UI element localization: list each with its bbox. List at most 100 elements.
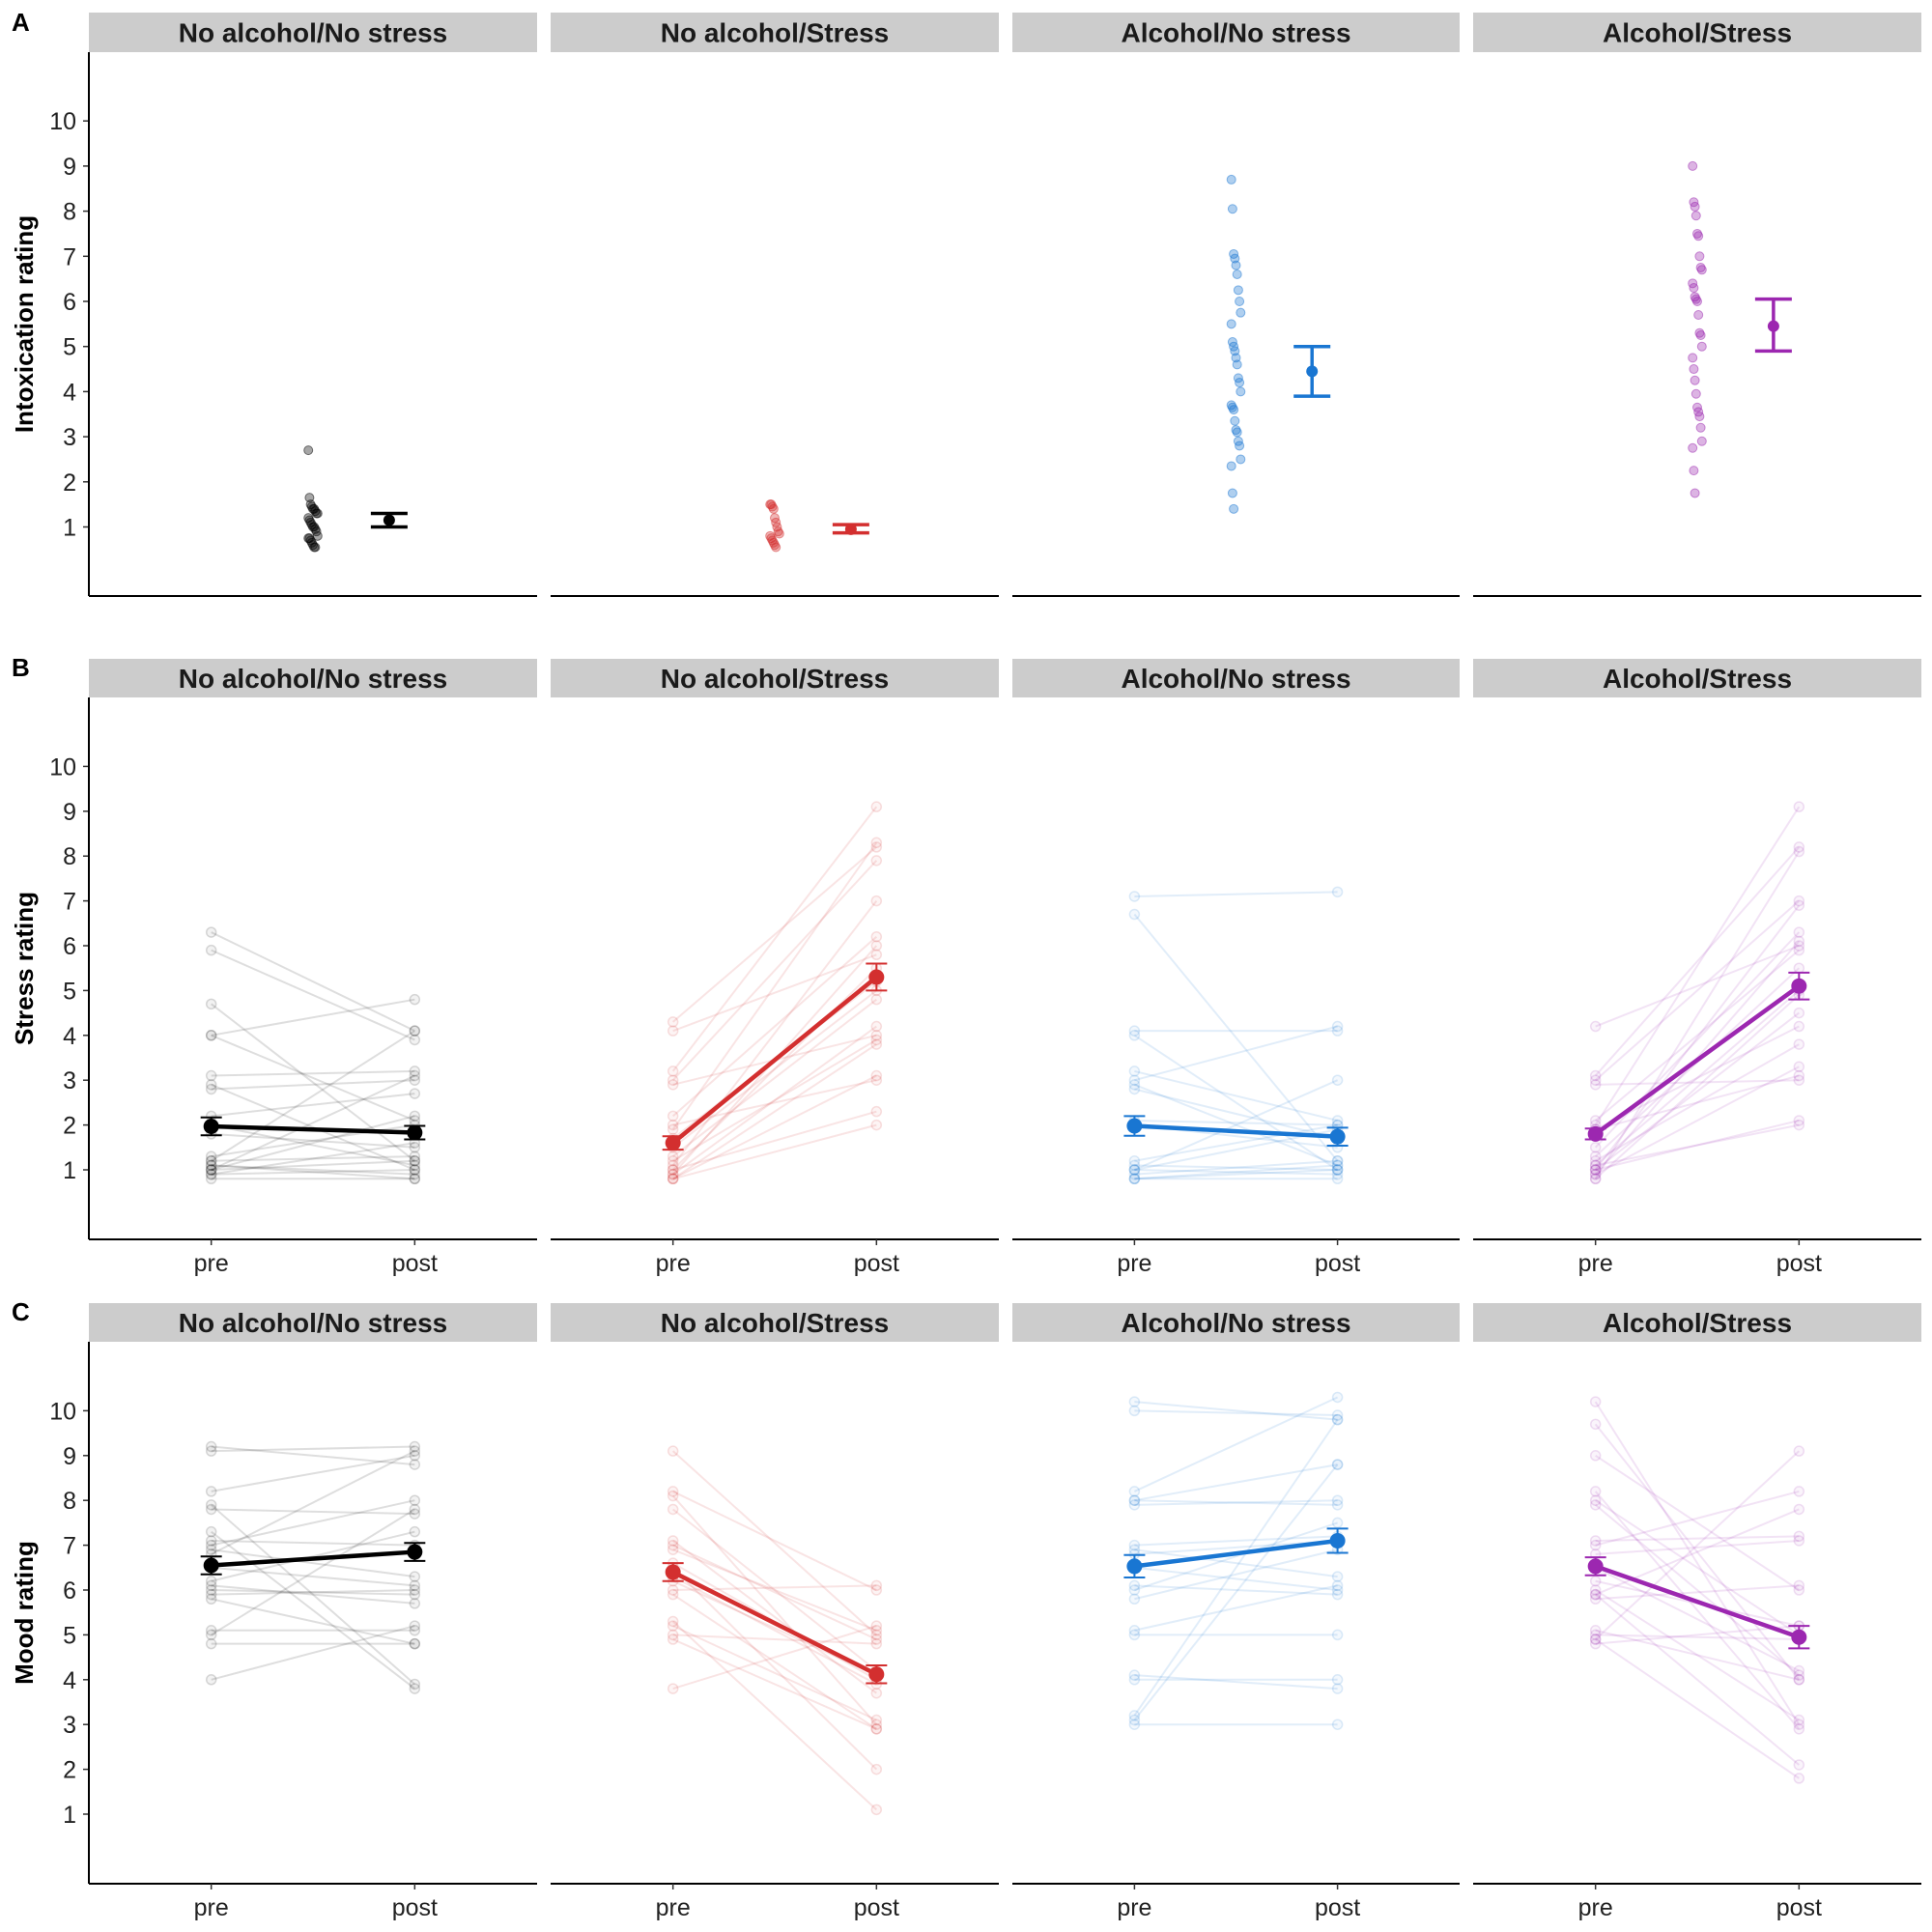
facet-title: Alcohol/Stress: [1603, 1308, 1792, 1338]
data-point: [1696, 436, 1707, 446]
y-tick-label: 2: [63, 1757, 76, 1784]
subject-point: [1793, 926, 1805, 938]
mean-point: [1791, 978, 1807, 994]
subject-point: [1793, 1486, 1805, 1497]
subject-line: [1594, 806, 1801, 1126]
subject-point: [667, 1123, 679, 1135]
y-tick-label: 1: [63, 1157, 76, 1184]
x-tick-label: pre: [194, 1894, 229, 1921]
subject-point: [409, 1598, 421, 1609]
y-axis-title: Mood rating: [10, 1541, 39, 1685]
subject-line: [1134, 1521, 1338, 1591]
subject-point: [205, 1445, 217, 1457]
subject-point: [1793, 1115, 1805, 1126]
subject-line: [1595, 1625, 1800, 1645]
subject-point: [667, 1445, 679, 1457]
subject-line: [1595, 1539, 1800, 1555]
subject-point: [1589, 1634, 1602, 1645]
y-tick-label: 7: [63, 889, 76, 916]
subject-point: [205, 1539, 217, 1551]
subject-line: [1134, 1535, 1338, 1547]
subject-point: [667, 1025, 679, 1037]
subject-point: [205, 1164, 217, 1176]
subject-point: [870, 1763, 883, 1776]
y-tick-label: 5: [63, 334, 76, 361]
y-tick-label: 10: [49, 753, 76, 781]
subject-line: [211, 1566, 415, 1587]
subject-point: [205, 1674, 217, 1686]
subject-point: [1589, 1164, 1602, 1176]
subject-line: [1595, 1074, 1800, 1131]
y-tick-label: 6: [63, 933, 76, 960]
facet-strip: [551, 1303, 999, 1342]
subject-point: [1128, 1396, 1141, 1407]
subject-point: [205, 1593, 217, 1605]
subject-line: [1594, 1450, 1801, 1640]
subject-point: [1589, 1450, 1602, 1462]
subject-point: [205, 1168, 217, 1180]
y-tick-label: 9: [63, 154, 76, 181]
subject-point: [1331, 1391, 1344, 1404]
subject-point: [1128, 1025, 1141, 1037]
subject-point: [205, 998, 217, 1010]
subject-point: [1331, 1074, 1344, 1086]
subject-point: [1589, 1593, 1602, 1605]
subject-line: [672, 1110, 877, 1171]
subject-line: [211, 1530, 415, 1690]
subject-point: [870, 993, 883, 1006]
data-point: [1690, 488, 1700, 498]
subject-point: [1793, 1584, 1805, 1596]
data-point: [1695, 330, 1706, 341]
subject-line: [672, 1123, 877, 1180]
subject-point: [667, 1486, 679, 1497]
subject-point: [1128, 1164, 1141, 1176]
subject-point: [1128, 1405, 1141, 1417]
data-point: [768, 503, 779, 514]
subject-line: [211, 1169, 415, 1176]
data-point: [1690, 375, 1700, 385]
subject-point: [870, 1105, 883, 1118]
mean-line: [211, 1549, 415, 1568]
subject-point: [1589, 1074, 1602, 1086]
mean-line: [1594, 983, 1801, 1136]
subject-line: [211, 1454, 415, 1492]
subject-point: [870, 1719, 883, 1730]
subject-point: [667, 1168, 679, 1180]
subject-line: [672, 1638, 877, 1730]
subject-point: [870, 1020, 883, 1033]
subject-line: [1133, 913, 1339, 1162]
subject-line: [1595, 989, 1800, 1167]
subject-point: [409, 1173, 421, 1185]
subject-line: [211, 1548, 415, 1578]
subject-point: [205, 1154, 217, 1167]
mean-point: [1587, 1125, 1604, 1142]
subject-point: [870, 1620, 883, 1632]
subject-point: [409, 1620, 421, 1632]
subject-point: [1589, 1142, 1602, 1153]
subject-point: [1128, 1164, 1141, 1176]
subject-point: [1589, 1168, 1602, 1180]
y-tick-label: 8: [63, 843, 76, 870]
facet-title: Alcohol/Stress: [1603, 18, 1792, 48]
facet: Alcohol/Stress pre post: [1473, 659, 1921, 1277]
subject-point: [1331, 1154, 1344, 1167]
subject-line: [671, 899, 878, 1166]
subject-point: [409, 1459, 421, 1470]
panel-letter: C: [12, 1297, 30, 1326]
subject-point: [205, 1159, 217, 1172]
subject-point: [1331, 1579, 1344, 1592]
subject-point: [1331, 1459, 1344, 1470]
y-tick-label: 5: [63, 1622, 76, 1649]
data-point: [1235, 297, 1245, 306]
subject-line: [1595, 1043, 1800, 1162]
x-tick-label: post: [1315, 1894, 1360, 1921]
subject-point: [667, 1539, 679, 1551]
y-tick-label: 4: [63, 379, 76, 406]
facet-title: No alcohol/No stress: [179, 1308, 448, 1338]
subject-line: [211, 1123, 415, 1167]
subject-line: [1133, 1034, 1339, 1171]
subject-point: [1589, 1588, 1602, 1601]
subject-point: [1793, 940, 1805, 952]
facet: No alcohol/No stress pre post: [89, 659, 537, 1277]
subject-line: [1595, 1638, 1800, 1779]
